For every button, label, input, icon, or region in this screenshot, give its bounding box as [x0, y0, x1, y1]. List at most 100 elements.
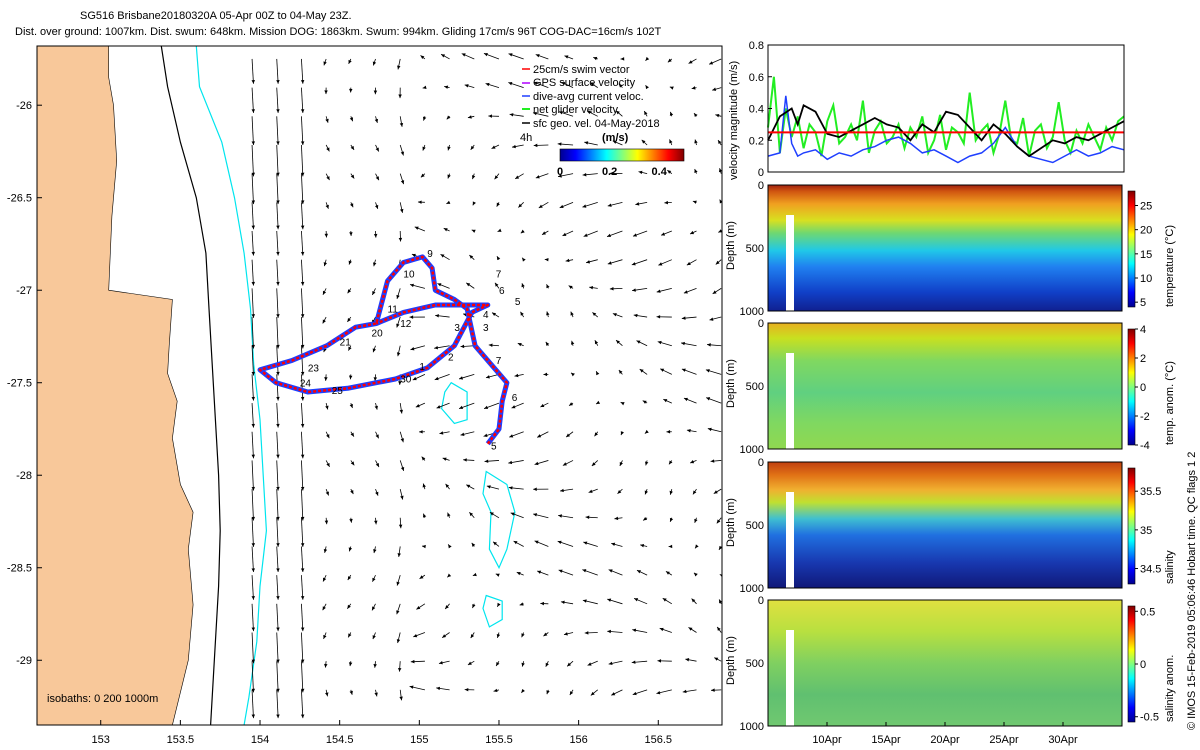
current-vector-head	[375, 491, 379, 496]
current-vector-head	[659, 627, 664, 632]
section-colorbar	[1127, 328, 1136, 446]
current-vector-head	[540, 403, 545, 408]
current-vector-head	[719, 574, 722, 578]
current-vector-head	[300, 568, 305, 573]
current-vector-head	[373, 233, 378, 238]
current-vector-head	[374, 118, 379, 123]
current-vector-head	[545, 662, 549, 667]
figure-title-line1: SG516 Brisbane20180320A 05-Apr 00Z to 04…	[80, 10, 352, 22]
no-data-gap	[786, 353, 794, 449]
current-vector-head	[422, 85, 427, 90]
current-vector-head	[669, 517, 674, 522]
current-vector-head	[326, 176, 330, 181]
current-vector	[301, 632, 304, 664]
current-vector-head	[348, 375, 353, 380]
current-vector-head	[420, 173, 425, 178]
current-vector-head	[348, 633, 352, 638]
current-vector-head	[511, 405, 516, 409]
current-vector	[276, 632, 279, 664]
current-vector-head	[520, 229, 525, 234]
current-vector	[251, 603, 254, 632]
current-vector-head	[373, 262, 377, 267]
current-vector	[301, 460, 304, 491]
current-vector-head	[411, 253, 416, 258]
current-vector-head	[611, 692, 616, 696]
current-vector-head	[464, 84, 469, 88]
current-vector-head	[463, 458, 467, 462]
current-vector-head	[583, 541, 588, 545]
current-vector	[251, 202, 254, 230]
current-vector-head	[521, 662, 525, 667]
current-vector-head	[644, 111, 648, 116]
current-vector	[251, 144, 254, 177]
current-vector-head	[300, 251, 305, 256]
current-vector	[301, 317, 304, 349]
current-vector-head	[300, 109, 305, 113]
current-vector-head	[564, 55, 569, 59]
current-vector-head	[399, 409, 404, 414]
current-vector-head	[614, 516, 619, 521]
current-vector-head	[588, 489, 593, 493]
current-vector	[251, 87, 254, 113]
current-vector	[251, 259, 254, 286]
current-vector-head	[618, 83, 623, 88]
section-colorbar-tick-label: 0	[1140, 659, 1146, 671]
current-vector-head	[520, 311, 524, 316]
current-vector-head	[439, 431, 444, 435]
current-vector-head	[399, 696, 403, 701]
current-vector-head	[632, 628, 637, 633]
current-vector-head	[484, 459, 489, 463]
current-vector-head	[496, 662, 500, 667]
section-ytick-label: 0	[758, 595, 764, 607]
current-vector	[276, 288, 279, 318]
map-xtick-label: 154.5	[326, 734, 354, 746]
current-vector-head	[594, 340, 599, 345]
current-vector-head	[461, 53, 466, 57]
current-vector-head	[326, 462, 330, 467]
velocity-ytick-label: 0.8	[749, 40, 764, 52]
current-vector-head	[422, 146, 426, 151]
current-vector-head	[716, 519, 721, 524]
current-vector-head	[276, 225, 280, 230]
current-vector-head	[375, 176, 379, 181]
current-vector-head	[300, 281, 305, 286]
current-vector-head	[645, 85, 649, 90]
current-vector-head	[276, 141, 280, 146]
current-vector-head	[350, 432, 354, 437]
current-vector-head	[488, 114, 492, 118]
track-day-label: 5	[515, 297, 521, 308]
section-colorbar-label: salinity anom.	[1164, 655, 1176, 722]
current-vector	[301, 87, 304, 113]
current-vector-head	[410, 347, 415, 351]
section-colorbar-tick-label: 0.5	[1140, 606, 1155, 618]
current-vector-head	[559, 204, 564, 209]
current-vector-head	[323, 634, 327, 639]
velocity-plot-area	[768, 45, 1124, 172]
current-vector-head	[276, 659, 280, 664]
current-vector-head	[396, 581, 400, 586]
current-vector-head	[493, 541, 497, 546]
current-vector	[301, 259, 304, 286]
section-colorbar	[1127, 467, 1136, 585]
current-vector-head	[718, 545, 722, 550]
current-vector-head	[508, 82, 513, 86]
current-vector	[276, 489, 279, 521]
current-vector-head	[568, 285, 573, 289]
current-vector-head	[374, 692, 378, 697]
current-vector-head	[533, 81, 538, 85]
current-vector-head	[447, 174, 451, 179]
section-panel-1: Depth (m) 0 500 1000 25 20 15 10 5 temperature (°…	[725, 180, 1176, 318]
current-vector-head	[448, 544, 452, 549]
legend-dive-avg-current: dive-avg current veloc.	[533, 91, 644, 103]
track-day-label: 2	[448, 353, 454, 364]
current-vector-head	[517, 343, 522, 347]
current-vector-head	[642, 400, 647, 404]
current-vector-head	[420, 55, 425, 60]
current-vector-head	[707, 343, 711, 347]
section-colorbar-tick-label: 5	[1140, 297, 1146, 309]
current-vector-head	[348, 346, 352, 351]
current-vector-head	[489, 512, 494, 516]
current-vector-head	[300, 141, 305, 146]
map-xtick-label: 154	[251, 734, 269, 746]
current-vector-head	[666, 430, 671, 434]
